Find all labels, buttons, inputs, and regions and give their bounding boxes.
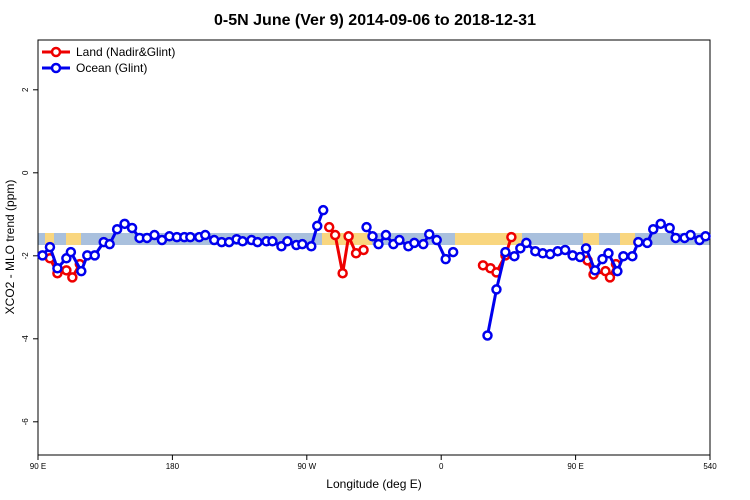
- point: [491, 284, 502, 295]
- point: [237, 236, 248, 247]
- legend-label: Ocean (Glint): [76, 61, 147, 75]
- y-tick-label: -2: [21, 252, 30, 260]
- point: [343, 231, 354, 242]
- point: [329, 229, 341, 241]
- point: [200, 229, 211, 241]
- point: [642, 237, 653, 249]
- point: [282, 236, 293, 247]
- legend-marker: [50, 46, 62, 58]
- point: [633, 236, 644, 248]
- point: [126, 222, 138, 234]
- point: [267, 236, 278, 247]
- point: [119, 218, 130, 230]
- point: [604, 272, 616, 283]
- point: [685, 229, 696, 241]
- point: [664, 222, 675, 234]
- point: [44, 241, 56, 253]
- point: [597, 253, 608, 265]
- point: [104, 238, 115, 250]
- y-tick-label: 2: [21, 87, 30, 92]
- point: [149, 229, 160, 241]
- point: [500, 246, 511, 258]
- point: [317, 204, 329, 216]
- point: [252, 236, 263, 248]
- point: [367, 231, 378, 242]
- point: [700, 231, 711, 242]
- point: [111, 223, 123, 235]
- x-tick-label: 90 E: [567, 462, 583, 471]
- point: [612, 265, 623, 277]
- point: [37, 250, 48, 261]
- land-strip: [455, 233, 522, 245]
- point: [323, 221, 335, 233]
- point: [559, 244, 571, 256]
- point: [61, 265, 72, 276]
- point: [373, 238, 384, 250]
- point: [506, 231, 517, 243]
- point: [380, 229, 392, 241]
- point: [337, 267, 348, 279]
- point: [447, 246, 459, 258]
- y-axis-label: XCO2 - MLO trend (ppm): [3, 180, 17, 315]
- x-tick-label: 0: [439, 462, 444, 471]
- legend-label: Land (Nadir&Glint): [76, 45, 175, 59]
- point: [670, 232, 681, 244]
- point: [358, 244, 369, 256]
- point: [418, 238, 429, 250]
- x-tick-label: 90 E: [30, 462, 46, 471]
- point: [185, 231, 196, 243]
- point: [89, 250, 100, 261]
- point: [297, 238, 308, 250]
- point: [306, 241, 317, 252]
- point: [431, 234, 442, 246]
- legend-marker: [50, 62, 62, 74]
- point: [648, 223, 659, 235]
- land-strip: [583, 233, 599, 245]
- point: [589, 265, 601, 276]
- point: [618, 250, 629, 262]
- land-strip: [620, 233, 635, 245]
- point: [65, 246, 77, 258]
- point: [509, 250, 520, 262]
- point: [76, 265, 87, 277]
- chart-title: 0-5N June (Ver 9) 2014-09-06 to 2018-12-…: [214, 12, 536, 29]
- point: [67, 272, 78, 283]
- point: [52, 263, 63, 274]
- point: [409, 237, 420, 249]
- point: [655, 218, 666, 230]
- y-tick-label: 0: [21, 170, 30, 175]
- point: [627, 250, 638, 262]
- x-tick-label: 90 W: [297, 462, 316, 471]
- point: [361, 221, 372, 233]
- point: [394, 234, 405, 246]
- x-tick-label: 540: [703, 462, 717, 471]
- y-tick-label: -6: [21, 418, 30, 426]
- point: [603, 248, 614, 259]
- point: [440, 253, 451, 265]
- point: [574, 251, 586, 263]
- point: [312, 220, 323, 232]
- point: [580, 243, 592, 254]
- plot-frame: [37, 39, 711, 456]
- land-strip: [45, 233, 54, 245]
- x-axis-label: Longitude (deg E): [326, 477, 421, 491]
- point: [521, 237, 532, 249]
- y-tick-label: -4: [21, 335, 30, 343]
- land-strip: [66, 233, 81, 245]
- x-tick-label: 180: [166, 462, 180, 471]
- point: [424, 228, 435, 240]
- point: [482, 330, 493, 341]
